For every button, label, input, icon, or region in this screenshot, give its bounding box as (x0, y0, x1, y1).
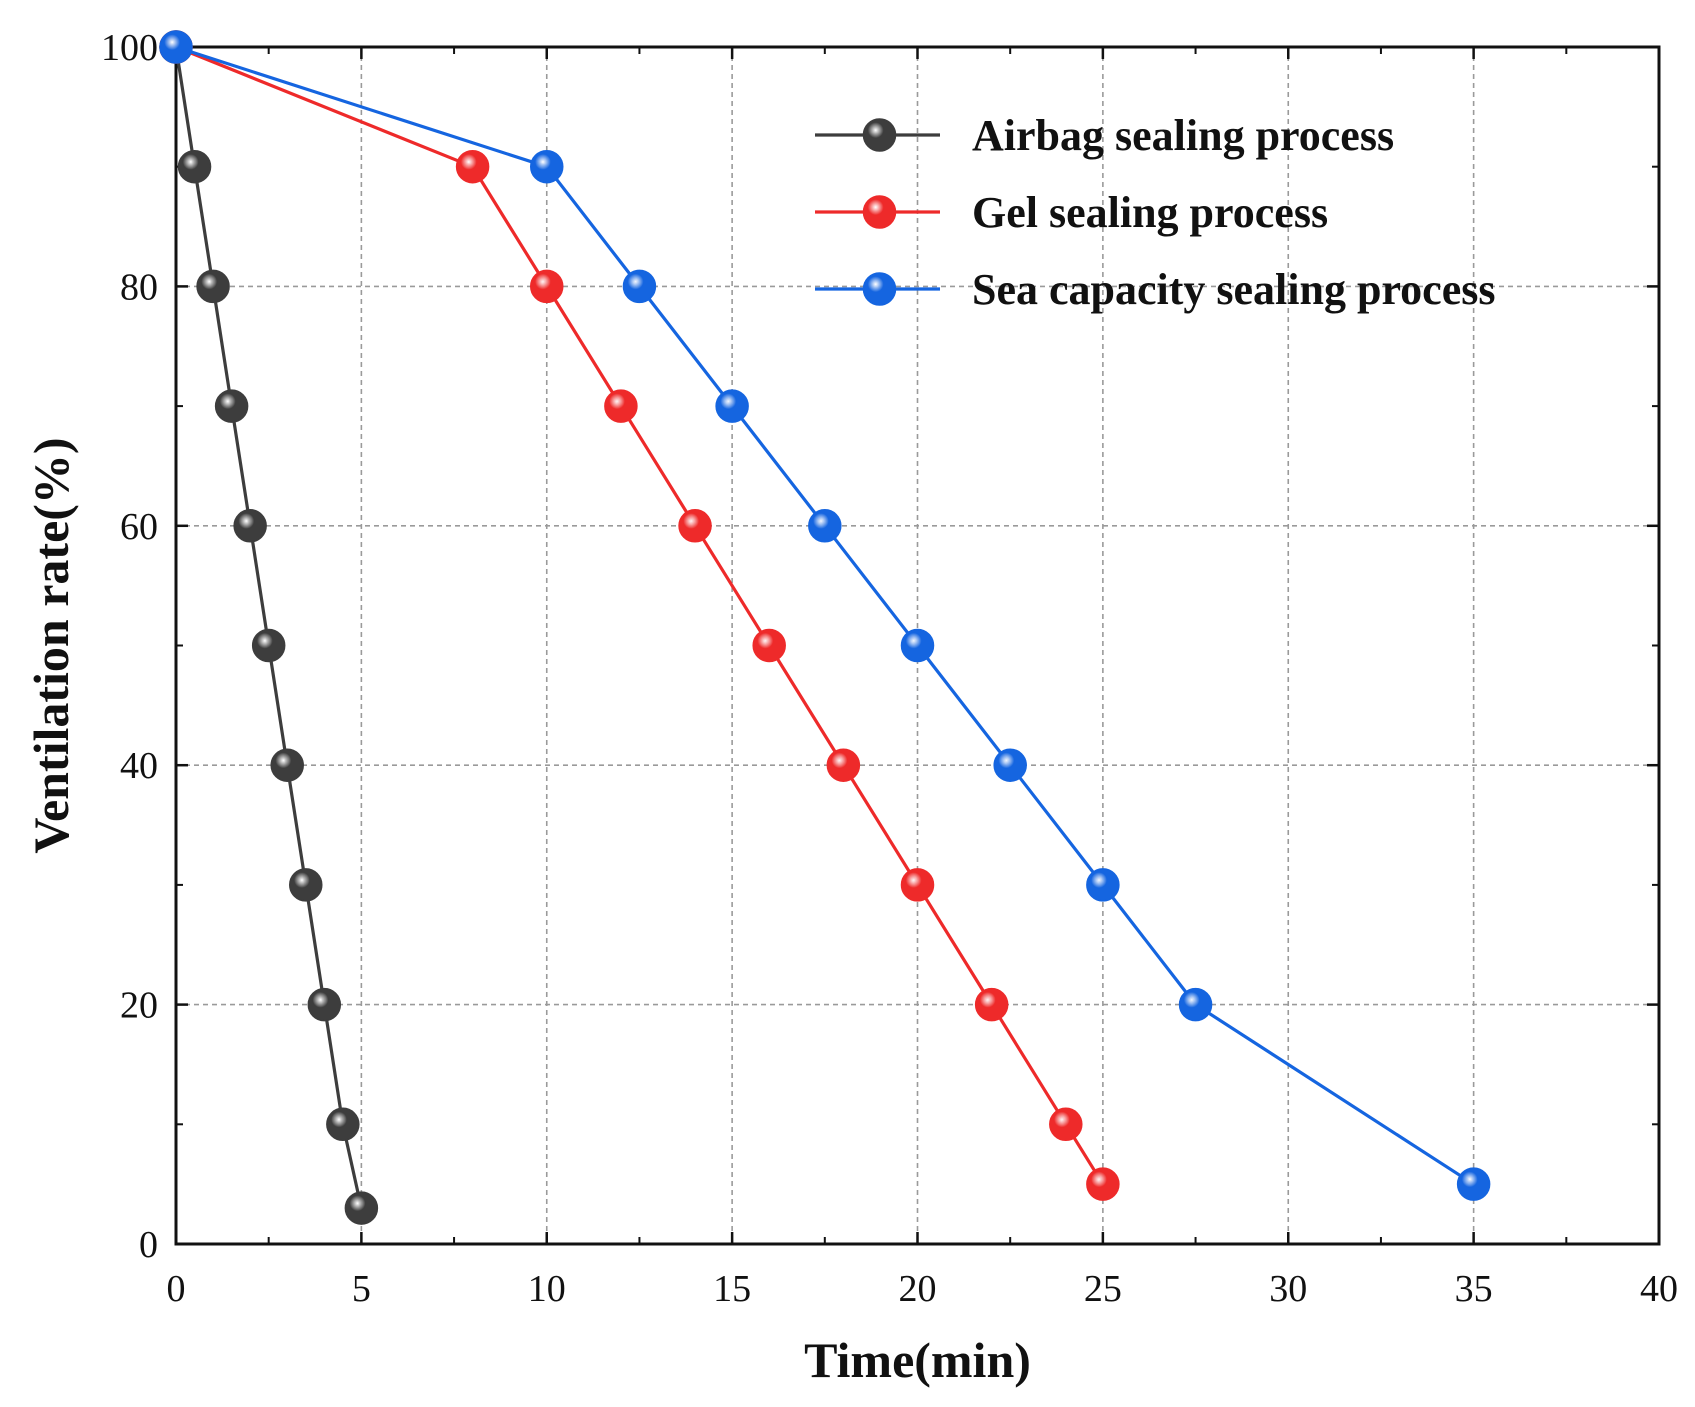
data-point-gel-sealing-process (678, 509, 712, 543)
data-point-sea-capacity-sealing-process (530, 149, 564, 184)
x-tick-label: 25 (1084, 1268, 1122, 1310)
legend: Airbag sealing process Gel sealing proces… (815, 111, 1496, 314)
y-tick-label: 40 (120, 745, 158, 787)
data-point-sea-capacity-sealing-process (715, 389, 749, 423)
x-tick-label: 30 (1269, 1268, 1307, 1310)
data-point-sea-capacity-sealing-process (1456, 1167, 1491, 1201)
x-tick-label: 15 (713, 1268, 751, 1310)
data-point-gel-sealing-process (455, 149, 490, 184)
data-point-airbag-sealing-process (251, 628, 286, 663)
legend-label-sea-capacity-sealing-process: Sea capacity sealing process (972, 265, 1496, 314)
data-point-gel-sealing-process (974, 987, 1009, 1022)
series-line-sea-capacity-sealing-process (175, 45, 1475, 1186)
legend-label-airbag-sealing-process: Airbag sealing process (972, 111, 1394, 160)
tick-layer: 0 5 10 15 20 25 30 35 40 0 20 40 60 80 100 (101, 27, 1678, 1310)
x-tick-label: 20 (899, 1268, 937, 1310)
y-tick-label: 0 (139, 1224, 158, 1266)
series-line-airbag-sealing-process (174, 46, 363, 1209)
data-point-gel-sealing-process (1049, 1107, 1083, 1142)
data-point-gel-sealing-process (826, 748, 861, 782)
data-point-sea-capacity-sealing-process (993, 748, 1027, 782)
y-tick-label: 100 (101, 27, 158, 69)
x-tick-label: 0 (167, 1268, 186, 1310)
data-point-gel-sealing-process (1086, 1167, 1120, 1201)
data-point-gel-sealing-process (752, 628, 786, 663)
data-point-airbag-sealing-process (233, 509, 267, 543)
data-point-gel-sealing-process (604, 389, 638, 423)
data-point-sea-capacity-sealing-process (1086, 868, 1120, 902)
series-layer (159, 30, 1491, 1225)
data-point-airbag-sealing-process (214, 389, 249, 423)
data-point-sea-capacity-sealing-process (1178, 987, 1213, 1022)
legend-marker-gel-sealing-process (862, 195, 897, 229)
data-point-airbag-sealing-process (326, 1107, 360, 1142)
data-point-airbag-sealing-process (177, 149, 212, 184)
data-point-airbag-sealing-process (196, 269, 230, 304)
data-point-airbag-sealing-process (289, 868, 323, 902)
data-point-sea-capacity-sealing-process (808, 509, 842, 543)
y-tick-label: 80 (120, 266, 158, 308)
data-point-airbag-sealing-process (344, 1191, 379, 1225)
data-point-sea-capacity-sealing-process (159, 30, 193, 64)
data-point-airbag-sealing-process (307, 987, 342, 1022)
legend-marker-sea-capacity-sealing-process (862, 272, 897, 306)
y-tick-label: 20 (120, 985, 158, 1027)
legend-marker-airbag-sealing-process (862, 118, 897, 152)
x-axis-title: Time(min) (804, 1332, 1031, 1388)
data-point-sea-capacity-sealing-process (900, 628, 935, 663)
x-tick-label: 35 (1455, 1268, 1493, 1310)
y-tick-label: 60 (120, 506, 158, 548)
grid-layer (176, 47, 1659, 1244)
data-point-airbag-sealing-process (270, 748, 304, 782)
data-point-gel-sealing-process (900, 868, 935, 902)
x-tick-label: 5 (352, 1268, 371, 1310)
y-axis-title: Ventilation rate(%) (23, 437, 79, 853)
x-tick-label: 40 (1640, 1268, 1678, 1310)
x-tick-label: 10 (528, 1268, 566, 1310)
data-point-sea-capacity-sealing-process (622, 269, 657, 304)
data-point-gel-sealing-process (530, 269, 564, 304)
legend-label-gel-sealing-process: Gel sealing process (972, 188, 1328, 237)
